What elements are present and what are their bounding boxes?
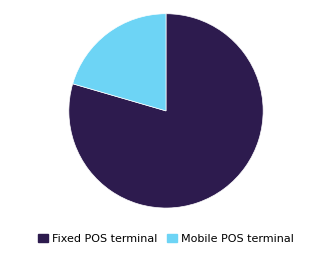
Legend: Fixed POS terminal, Mobile POS terminal: Fixed POS terminal, Mobile POS terminal bbox=[36, 232, 296, 246]
Wedge shape bbox=[69, 14, 263, 208]
Wedge shape bbox=[73, 14, 166, 111]
